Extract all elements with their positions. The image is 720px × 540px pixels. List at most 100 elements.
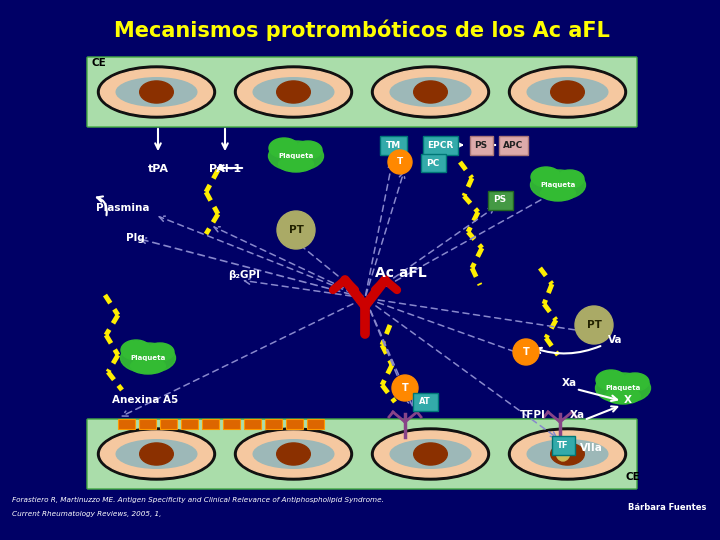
Ellipse shape [508, 66, 626, 118]
Ellipse shape [101, 69, 212, 115]
Ellipse shape [390, 440, 471, 468]
Text: Forastiero R, Martinuzzo ME. Antigen Specificity and Clinical Relevance of Antip: Forastiero R, Martinuzzo ME. Antigen Spe… [12, 497, 384, 503]
Circle shape [277, 211, 315, 249]
Text: tPA: tPA [148, 164, 168, 174]
Circle shape [575, 306, 613, 344]
Text: Plaqueta: Plaqueta [279, 153, 314, 159]
FancyBboxPatch shape [423, 136, 457, 154]
Text: Plasmina: Plasmina [96, 203, 150, 213]
Ellipse shape [551, 443, 585, 465]
Circle shape [513, 339, 539, 365]
Text: T: T [523, 347, 529, 357]
FancyBboxPatch shape [139, 418, 156, 429]
Text: PS: PS [474, 140, 487, 150]
Ellipse shape [116, 78, 197, 106]
Text: PT: PT [587, 320, 601, 330]
Ellipse shape [140, 443, 174, 465]
Ellipse shape [527, 440, 608, 468]
FancyBboxPatch shape [487, 191, 513, 210]
Ellipse shape [414, 443, 447, 465]
Text: β₂GPI: β₂GPI [228, 270, 260, 280]
Ellipse shape [531, 170, 585, 200]
FancyBboxPatch shape [202, 418, 220, 429]
Text: Mecanismos protrombóticos de los Ac aFL: Mecanismos protrombóticos de los Ac aFL [114, 19, 610, 40]
FancyBboxPatch shape [160, 418, 177, 429]
Text: Xa: Xa [570, 410, 585, 420]
Text: CE: CE [92, 58, 107, 68]
Ellipse shape [414, 81, 447, 103]
Circle shape [388, 150, 412, 174]
FancyBboxPatch shape [87, 57, 637, 127]
Text: PS: PS [493, 195, 507, 205]
Text: Ac aFL: Ac aFL [375, 266, 427, 280]
Ellipse shape [146, 343, 174, 361]
FancyBboxPatch shape [469, 136, 492, 154]
Ellipse shape [238, 69, 349, 115]
Ellipse shape [372, 66, 490, 118]
Ellipse shape [595, 373, 650, 403]
Ellipse shape [121, 340, 151, 360]
Text: TF: TF [557, 441, 569, 449]
Text: Plaqueta: Plaqueta [606, 385, 641, 391]
Text: CE: CE [626, 472, 641, 482]
Text: Bárbara Fuentes: Bárbara Fuentes [628, 503, 706, 512]
FancyBboxPatch shape [243, 418, 261, 429]
Text: Current Rheumatology Reviews, 2005, 1,: Current Rheumatology Reviews, 2005, 1, [12, 511, 161, 517]
Ellipse shape [511, 431, 624, 477]
Ellipse shape [279, 156, 313, 172]
Text: VIIa: VIIa [580, 443, 603, 453]
Ellipse shape [372, 428, 490, 480]
Text: APC: APC [503, 140, 523, 150]
Ellipse shape [511, 69, 624, 115]
Ellipse shape [541, 185, 575, 201]
Text: Plg: Plg [126, 233, 145, 243]
FancyBboxPatch shape [420, 154, 446, 172]
Ellipse shape [130, 358, 166, 374]
Ellipse shape [269, 141, 323, 171]
Ellipse shape [235, 428, 353, 480]
Ellipse shape [596, 370, 626, 390]
Text: TFPI: TFPI [520, 410, 546, 420]
Ellipse shape [606, 388, 641, 404]
FancyBboxPatch shape [379, 136, 407, 154]
Ellipse shape [238, 431, 349, 477]
Text: Va: Va [608, 335, 623, 345]
Text: Plaqueta: Plaqueta [130, 355, 166, 361]
FancyBboxPatch shape [498, 136, 528, 154]
FancyBboxPatch shape [117, 418, 135, 429]
Text: PC: PC [426, 159, 440, 167]
Text: X: X [624, 395, 632, 405]
Text: T: T [402, 383, 408, 393]
Ellipse shape [621, 373, 649, 391]
Ellipse shape [97, 66, 215, 118]
Ellipse shape [120, 343, 176, 373]
Ellipse shape [551, 81, 585, 103]
Text: EPCR: EPCR [427, 140, 453, 150]
FancyBboxPatch shape [307, 418, 324, 429]
Ellipse shape [531, 167, 561, 187]
Circle shape [392, 375, 418, 401]
Ellipse shape [374, 69, 487, 115]
Text: PAI-1: PAI-1 [209, 164, 241, 174]
FancyBboxPatch shape [222, 418, 240, 429]
Text: Anexina A5: Anexina A5 [112, 395, 179, 405]
Ellipse shape [508, 428, 626, 480]
Text: Plaqueta: Plaqueta [541, 182, 575, 188]
Ellipse shape [253, 440, 334, 468]
Ellipse shape [374, 431, 487, 477]
Ellipse shape [294, 141, 322, 159]
Ellipse shape [527, 78, 608, 106]
Text: TM: TM [385, 140, 400, 150]
Text: Xa: Xa [562, 378, 577, 388]
Ellipse shape [97, 428, 215, 480]
Ellipse shape [235, 66, 353, 118]
Ellipse shape [101, 431, 212, 477]
Ellipse shape [276, 443, 310, 465]
FancyBboxPatch shape [286, 418, 303, 429]
Ellipse shape [116, 440, 197, 468]
Ellipse shape [253, 78, 334, 106]
Ellipse shape [140, 81, 174, 103]
Ellipse shape [556, 443, 570, 461]
FancyBboxPatch shape [552, 435, 575, 455]
Ellipse shape [556, 170, 584, 188]
